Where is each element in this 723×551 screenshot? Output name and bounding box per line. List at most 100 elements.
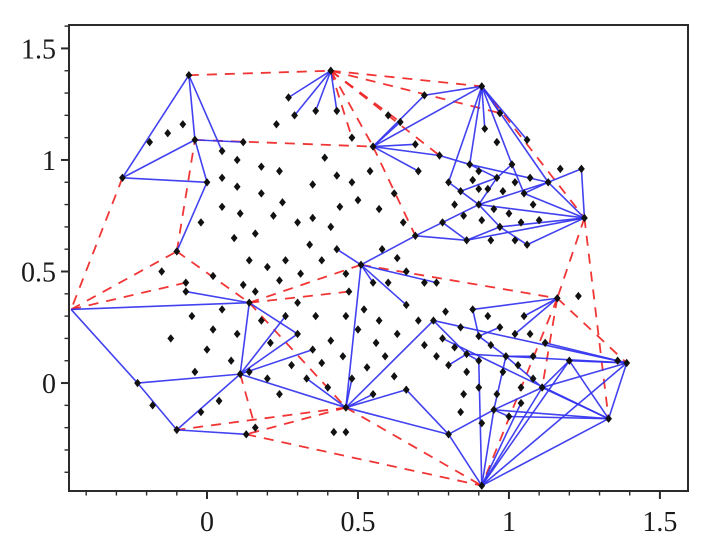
red-dashed-edge (175, 139, 196, 252)
data-point-marker (273, 120, 280, 129)
data-point-marker (236, 209, 244, 218)
data-point-marker (544, 178, 552, 187)
blue-solid-edge (478, 203, 585, 219)
blue-solid-edge (448, 353, 468, 366)
data-point-marker (541, 338, 549, 348)
data-point-marker (553, 294, 561, 303)
data-point-marker (414, 316, 422, 325)
blue-solid-edge (478, 204, 501, 228)
data-point-marker (119, 173, 126, 183)
data-point-marker (321, 153, 329, 162)
blue-solid-edge (122, 177, 208, 184)
blue-solid-edge (547, 181, 585, 219)
red-dashed-edge (330, 69, 482, 88)
data-point-marker (420, 278, 428, 287)
red-dashed-edge (239, 373, 257, 428)
data-point-marker (348, 133, 356, 142)
data-point-marker (209, 271, 217, 281)
data-point-marker (430, 316, 437, 325)
data-point-marker (306, 240, 314, 249)
data-point-marker (384, 111, 392, 120)
blue-solid-edge (306, 377, 347, 409)
blue-solid-edge (239, 348, 313, 375)
data-point-marker (487, 236, 495, 245)
blue-solid-edge (405, 389, 450, 435)
blue-solid-edge (336, 248, 362, 266)
data-point-marker (523, 135, 531, 145)
blue-solid-edge (508, 415, 609, 420)
data-point-marker (294, 298, 301, 307)
data-point-marker (360, 305, 368, 314)
data-point-marker (294, 329, 301, 339)
data-point-marker (390, 372, 398, 381)
data-point-marker (526, 173, 534, 183)
blue-solid-edge (439, 154, 470, 166)
data-point-marker (339, 352, 347, 361)
blue-solid-edge (136, 382, 178, 431)
data-point-marker (372, 338, 380, 348)
data-point-marker (581, 213, 588, 223)
blue-solid-edge (580, 168, 586, 219)
data-point-marker (263, 262, 271, 272)
data-point-marker (245, 298, 253, 307)
data-point-marker (623, 358, 631, 368)
data-point-marker (463, 349, 471, 359)
blue-solid-edge (442, 221, 468, 241)
data-point-marker (396, 117, 404, 127)
blue-solid-edge (481, 85, 549, 183)
data-point-marker (478, 215, 486, 225)
blue-solid-edge (471, 309, 480, 337)
red-dashed-edge (329, 70, 353, 138)
data-point-marker (490, 204, 498, 214)
data-point-marker (493, 137, 501, 147)
data-point-marker (348, 374, 356, 383)
blue-solid-edge (137, 373, 241, 384)
red-dashed-edge (70, 177, 124, 310)
data-point-marker (460, 389, 468, 399)
data-point-marker (508, 160, 516, 169)
blue-solid-edge (481, 360, 570, 487)
blue-solid-edge (70, 308, 139, 384)
data-point-marker (378, 244, 386, 254)
red-dashed-edge (248, 302, 347, 409)
blue-solid-edge (432, 320, 468, 355)
data-point-marker (393, 329, 401, 339)
red-dashed-edge (70, 250, 178, 311)
data-point-marker (505, 412, 513, 421)
data-point-marker (294, 218, 301, 227)
blue-solid-edge (360, 235, 416, 266)
blue-solid-edge (481, 85, 528, 141)
x-tick-label: 0 (200, 507, 214, 538)
blue-solid-edge (514, 297, 558, 335)
data-point-marker (324, 383, 332, 392)
blue-solid-edge (345, 378, 353, 408)
data-point-marker (490, 405, 498, 415)
data-point-marker (463, 367, 471, 377)
red-dashed-edge (556, 297, 628, 364)
data-point-marker (297, 269, 304, 278)
blue-solid-edge (547, 168, 582, 184)
data-point-marker (333, 106, 341, 116)
data-point-marker (411, 231, 419, 241)
data-point-marker (179, 120, 187, 129)
blue-solid-edge (239, 333, 299, 375)
blue-solid-edge (447, 433, 483, 487)
blue-solid-edge (541, 362, 627, 389)
data-point-marker (414, 166, 422, 176)
data-point-marker (475, 331, 483, 341)
data-point-marker (433, 278, 440, 287)
data-point-marker (457, 323, 465, 332)
data-point-marker (369, 278, 377, 287)
data-point-marker (330, 427, 338, 437)
data-point-marker (463, 236, 471, 245)
data-point-marker (475, 166, 483, 176)
blue-solid-edge (505, 355, 543, 389)
data-point-marker (523, 240, 531, 249)
data-point-marker (445, 178, 452, 187)
red-dashed-edge (583, 217, 610, 419)
data-point-marker (333, 171, 341, 180)
data-point-marker (556, 164, 564, 174)
data-point-marker (502, 352, 510, 361)
blue-solid-edge (372, 121, 401, 148)
